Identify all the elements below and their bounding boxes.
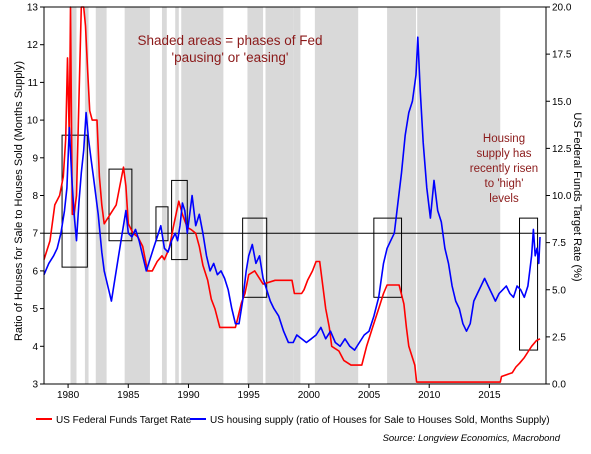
shaded-period-3	[124, 7, 150, 384]
series-line-fed-rate	[43, 6, 541, 383]
left-tick-label-0: 3	[32, 380, 38, 391]
shaded-period-10	[314, 7, 359, 384]
shaded-period-6	[181, 7, 224, 384]
x-tick-label-1: 1985	[117, 390, 140, 401]
highlight-boxes	[61, 134, 539, 351]
shaded-period-5	[175, 7, 179, 384]
right-tick-label-3: 7.5	[552, 238, 566, 249]
left-tick-label-7: 10	[27, 116, 39, 127]
x-tick-label-3: 1995	[238, 390, 261, 401]
shaded-period-1	[84, 7, 89, 384]
x-tick-label-7: 2015	[478, 390, 501, 401]
left-tick-label-4: 7	[32, 229, 38, 240]
x-tick-label-0: 1980	[57, 390, 80, 401]
shaded-period-7	[247, 7, 264, 384]
shaded-note-line2: 'pausing' or 'easing'	[172, 50, 289, 65]
axes: 3 4 5 6 7 8 9 10 11 12 13 0.0 2.5 5.0 7.5 10.0 12.5 15.0 1…	[27, 3, 572, 402]
source-note: Source: Longview Economics, Macrobond	[383, 433, 561, 444]
right-tick-label-7: 17.5	[552, 50, 572, 61]
housing-note-line2: supply has	[477, 148, 532, 160]
shaded-period-4	[161, 7, 167, 384]
right-tick-label-5: 12.5	[552, 144, 572, 155]
legend-label-fed-rate: US Federal Funds Target Rate	[56, 415, 192, 426]
housing-note-line4: to 'high'	[485, 178, 524, 190]
x-tick-label-6: 2010	[418, 390, 441, 401]
left-axis-title: Ratio of Houses for Sale to Houses Sold …	[13, 61, 25, 341]
highlight-box-2	[155, 206, 169, 242]
shaded-note-line1: Shaded areas = phases of Fed	[137, 33, 322, 48]
right-axis-title: US Federal Funds Target Rate (%)	[571, 112, 583, 281]
housing-note-line3: recently risen	[470, 163, 538, 175]
left-tick-label-5: 8	[32, 191, 38, 202]
left-tick-label-9: 12	[27, 40, 39, 51]
right-tick-label-0: 0.0	[552, 380, 566, 391]
highlight-box-4	[242, 217, 268, 298]
x-tick-label-2: 1990	[177, 390, 200, 401]
legend: US Federal Funds Target Rate US housing …	[36, 415, 550, 426]
left-tick-label-2: 5	[32, 304, 38, 315]
left-tick-label-1: 4	[32, 342, 38, 353]
right-tick-label-2: 5.0	[552, 285, 566, 296]
highlight-box-3	[171, 179, 188, 261]
shaded-period-12	[417, 7, 501, 384]
right-tick-label-4: 10.0	[552, 191, 572, 202]
shaded-period-9	[293, 7, 301, 384]
highlight-box-5	[373, 217, 403, 298]
x-tick-label-4: 2000	[298, 390, 321, 401]
left-tick-label-8: 11	[28, 78, 39, 89]
left-tick-label-3: 6	[32, 266, 38, 277]
legend-label-housing-supply: US housing supply (ratio of Houses for S…	[210, 415, 550, 426]
left-tick-label-10: 13	[27, 3, 39, 14]
series-lines	[43, 6, 541, 383]
x-tick-label-5: 2005	[358, 390, 381, 401]
right-tick-label-6: 15.0	[552, 97, 572, 108]
housing-note-line5: levels	[489, 193, 519, 205]
right-tick-label-8: 20.0	[552, 3, 572, 14]
shaded-period-11	[387, 7, 416, 384]
left-tick-label-6: 9	[32, 153, 38, 164]
right-tick-label-1: 2.5	[552, 332, 566, 343]
shaded-periods	[70, 7, 501, 384]
highlight-box-0	[61, 134, 88, 268]
shaded-period-8	[265, 7, 294, 384]
series-line-housing-supply	[43, 36, 541, 351]
housing-note-line1: Housing	[483, 133, 525, 145]
